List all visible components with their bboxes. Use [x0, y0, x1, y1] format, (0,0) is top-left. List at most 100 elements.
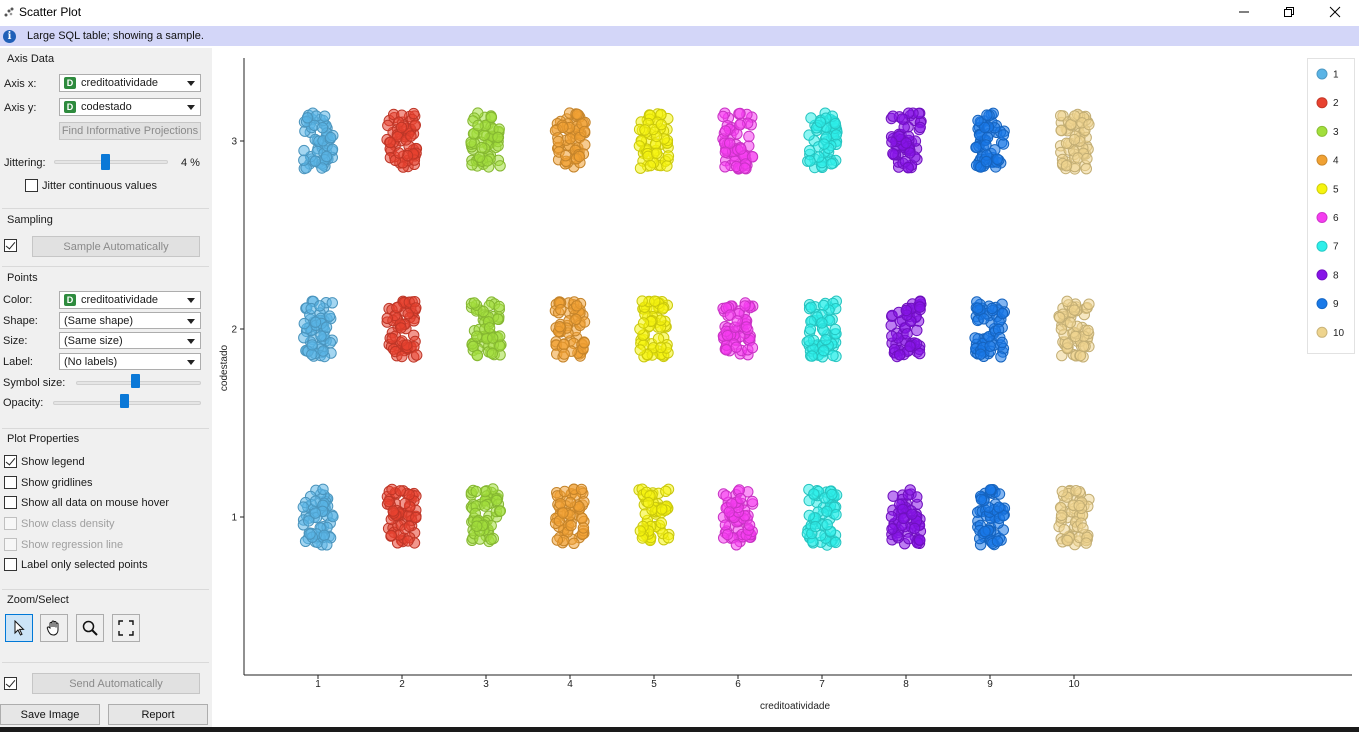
restore-button[interactable]: [1266, 0, 1312, 24]
data-point: [395, 322, 407, 334]
sampling-title: Sampling: [7, 214, 53, 226]
sample-auto-checkbox[interactable]: [4, 239, 17, 252]
pan-tool-button[interactable]: [40, 614, 68, 642]
data-point: [904, 340, 916, 353]
report-button[interactable]: Report: [108, 704, 208, 725]
title-bar: Scatter Plot: [0, 0, 1359, 24]
show-gridlines-checkbox[interactable]: [4, 476, 17, 489]
color-select[interactable]: D creditoatividade: [59, 291, 201, 309]
data-point: [980, 155, 993, 168]
x-tick-label: 4: [567, 679, 573, 690]
data-point: [327, 510, 339, 523]
data-point: [1082, 324, 1094, 337]
data-point: [885, 319, 897, 332]
send-automatically-button[interactable]: Send Automatically: [32, 673, 200, 694]
opacity-slider-handle[interactable]: [120, 394, 130, 408]
minimize-button[interactable]: [1221, 0, 1267, 24]
axis-x-select[interactable]: D creditoatividade: [59, 74, 201, 92]
data-point: [386, 332, 398, 345]
data-point: [734, 492, 747, 505]
data-point: [557, 507, 569, 519]
label-selected-checkbox[interactable]: [4, 558, 17, 571]
data-point: [485, 533, 497, 545]
legend-label: 2: [1333, 98, 1339, 109]
shape-select[interactable]: (Same shape): [59, 312, 201, 329]
data-point: [578, 125, 591, 138]
data-point: [494, 505, 506, 517]
size-select[interactable]: (Same size): [59, 332, 201, 349]
x-tick-label: 6: [735, 679, 741, 690]
show-legend-checkbox[interactable]: [4, 455, 17, 468]
data-point: [970, 141, 982, 154]
data-point: [323, 310, 336, 322]
sampling-group: Sampling Sample Automatically: [2, 208, 209, 258]
data-point: [1054, 311, 1066, 324]
label-select[interactable]: (No labels): [59, 353, 201, 370]
reset-zoom-button[interactable]: [112, 614, 140, 642]
data-point: [904, 484, 916, 496]
data-point: [739, 300, 751, 312]
data-point: [649, 295, 661, 307]
data-point: [1055, 509, 1068, 521]
y-tick-label: 2: [231, 325, 237, 336]
scatter-plot-chart[interactable]: 1 2 3 4 5 6 7 8 9 10 1 2 3 creditoatividade codestado: [214, 48, 1359, 716]
axis-data-group: Axis Data Axis x: D creditoatividade Axi…: [2, 50, 209, 200]
data-point: [887, 490, 899, 502]
data-point: [803, 335, 815, 347]
plot-properties-group: Plot Properties Show legend Show gridlin…: [2, 428, 209, 578]
data-point: [316, 162, 328, 174]
symbol-size-slider-handle[interactable]: [130, 374, 140, 388]
legend-marker: [1316, 326, 1328, 338]
data-point: [827, 349, 839, 362]
data-point: [717, 110, 729, 123]
data-point: [470, 485, 482, 498]
zoom-tool-button[interactable]: [76, 614, 104, 642]
data-point: [479, 500, 491, 512]
data-point: [316, 122, 329, 134]
show-regression-checkbox[interactable]: [4, 538, 17, 551]
data-point: [564, 496, 577, 509]
data-point: [816, 317, 828, 329]
data-point: [656, 503, 668, 515]
data-point: [636, 295, 648, 307]
show-class-density-checkbox[interactable]: [4, 517, 17, 530]
data-point: [1069, 110, 1081, 122]
data-point: [410, 302, 422, 314]
x-tick-label: 7: [819, 679, 825, 690]
jittering-slider-handle[interactable]: [101, 154, 111, 170]
legend-label: 10: [1333, 328, 1345, 339]
data-point: [986, 302, 998, 315]
find-informative-projections-button[interactable]: Find Informative Projections: [59, 122, 201, 140]
data-point: [978, 313, 990, 325]
data-point: [471, 330, 483, 342]
data-point: [552, 135, 564, 148]
data-point: [303, 515, 315, 527]
data-point: [886, 330, 898, 342]
show-gridlines-label: Show gridlines: [21, 477, 93, 489]
send-auto-checkbox[interactable]: [4, 677, 17, 690]
jitter-continuous-checkbox[interactable]: [25, 179, 38, 192]
data-point: [408, 107, 420, 120]
data-point: [825, 158, 838, 170]
show-all-data-checkbox[interactable]: [4, 496, 17, 509]
data-point: [321, 539, 333, 551]
axis-y-select[interactable]: D codestado: [59, 98, 201, 116]
data-point: [901, 328, 913, 340]
data-point: [1062, 338, 1074, 350]
data-point: [573, 150, 586, 163]
plot-area[interactable]: 1 2 3 4 5 6 7 8 9 10 1 2 3 creditoatividade codestado: [214, 48, 1359, 716]
jittering-slider-track[interactable]: [54, 160, 168, 164]
save-image-button[interactable]: Save Image: [0, 704, 100, 725]
data-point: [972, 302, 984, 314]
data-point: [980, 139, 992, 151]
legend[interactable]: 1 2 3 4 5 6 7 8 9 10: [1307, 58, 1355, 354]
data-point: [900, 137, 912, 149]
info-icon: i: [3, 29, 16, 43]
data-point: [399, 497, 411, 510]
axis-y-value: codestado: [81, 101, 132, 113]
close-button[interactable]: [1312, 0, 1358, 24]
data-point: [1083, 118, 1095, 131]
sample-automatically-button[interactable]: Sample Automatically: [32, 236, 200, 257]
select-tool-button[interactable]: [5, 614, 33, 642]
data-point: [1055, 109, 1067, 122]
